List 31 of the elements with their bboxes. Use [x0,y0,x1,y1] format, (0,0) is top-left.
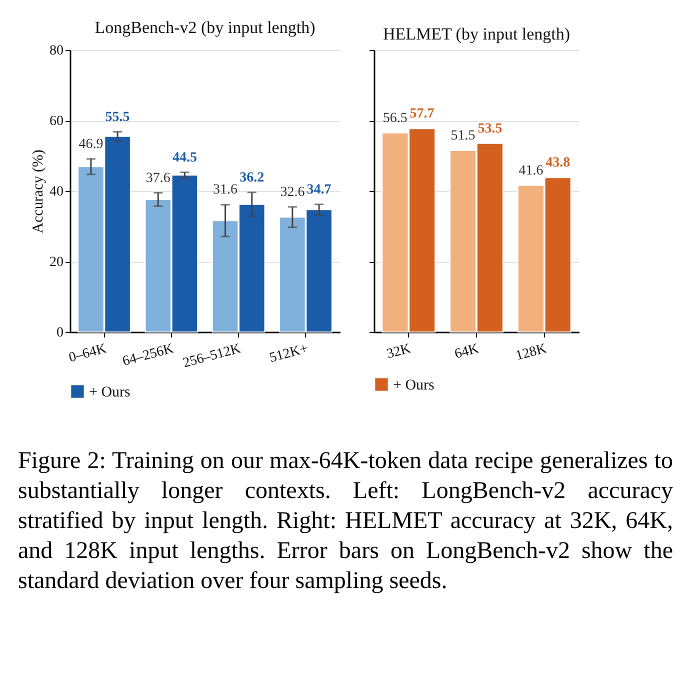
y-tick-label: 80 [50,44,64,58]
data-label: 31.6 [213,182,238,198]
y-tick-label: 60 [50,114,64,129]
caption: Figure 2: Training on our max-64K-token data recipe generalizes to substantially longer contexts. Left: LongBench-v2 accuracy stratified by input length. Right: HELMET accuracy at 32K, 64K, and 128K input lengths. Error bars on LongBench-v2 show the standard deviation over four sampling seeds. [18,447,673,596]
x-tick-label: 32K [385,342,412,362]
chart-title: LongBench-v2 (by input length) [94,18,316,37]
data-label: 34.7 [306,182,332,198]
y-tick-label: 20 [50,255,64,270]
data-label: 46.9 [78,136,104,152]
data-label: 41.6 [518,163,544,178]
data-label: 32.6 [280,184,305,200]
legend-label: + Ours [393,378,435,394]
data-label: 51.5 [450,128,476,144]
x-tick-label: 64K [453,342,480,362]
data-label: 44.5 [172,150,197,166]
data-label: 53.5 [478,121,502,136]
y-tick-label: 0 [56,326,64,340]
x-tick-label: 128K [514,342,548,364]
data-label: 37.6 [146,170,170,186]
data-label: 43.8 [546,156,570,171]
x-tick-label: 64–256K [121,342,176,370]
chart-title: HELMET (by input length) [382,24,570,44]
x-tick-label: 512K+ [268,341,310,366]
x-tick-label: 0–64K [67,342,108,366]
data-label: 57.7 [410,106,434,122]
legend-label: + Ours [89,384,131,400]
y-tick-label: 40 [50,184,64,200]
data-label: 56.5 [382,110,408,126]
y-axis-title: Accuracy (%) [30,150,46,234]
data-label: 36.2 [240,170,264,186]
data-label: 55.5 [105,110,130,125]
